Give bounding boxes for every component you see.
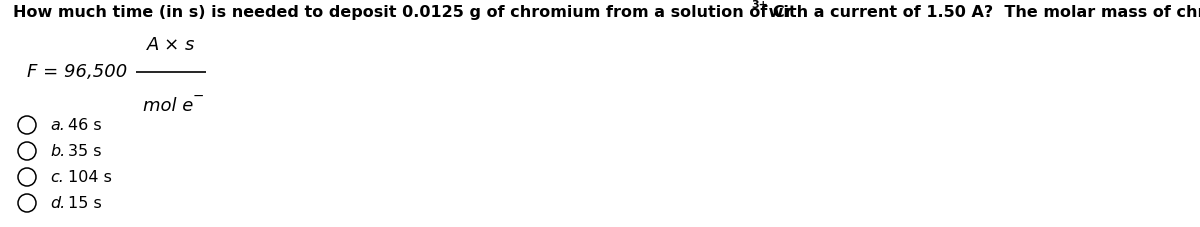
Text: c.: c. — [50, 170, 64, 185]
Text: b.: b. — [50, 143, 65, 158]
Text: mol e: mol e — [143, 97, 193, 115]
Text: −: − — [192, 89, 204, 103]
Text: 46 s: 46 s — [68, 118, 102, 133]
Text: a.: a. — [50, 118, 65, 133]
Text: 3+: 3+ — [751, 0, 768, 10]
Text: F = 96,500: F = 96,500 — [28, 63, 127, 81]
Text: d.: d. — [50, 195, 65, 210]
Text: 35 s: 35 s — [68, 143, 102, 158]
Text: 104 s: 104 s — [68, 170, 112, 185]
Text: A × s: A × s — [148, 36, 196, 54]
Text: with a current of 1.50 A?  The molar mass of chromium is 52.00 g·mol: with a current of 1.50 A? The molar mass… — [763, 5, 1200, 20]
Text: 15 s: 15 s — [68, 195, 102, 210]
Text: How much time (in s) is needed to deposit 0.0125 g of chromium from a solution o: How much time (in s) is needed to deposi… — [13, 5, 793, 20]
